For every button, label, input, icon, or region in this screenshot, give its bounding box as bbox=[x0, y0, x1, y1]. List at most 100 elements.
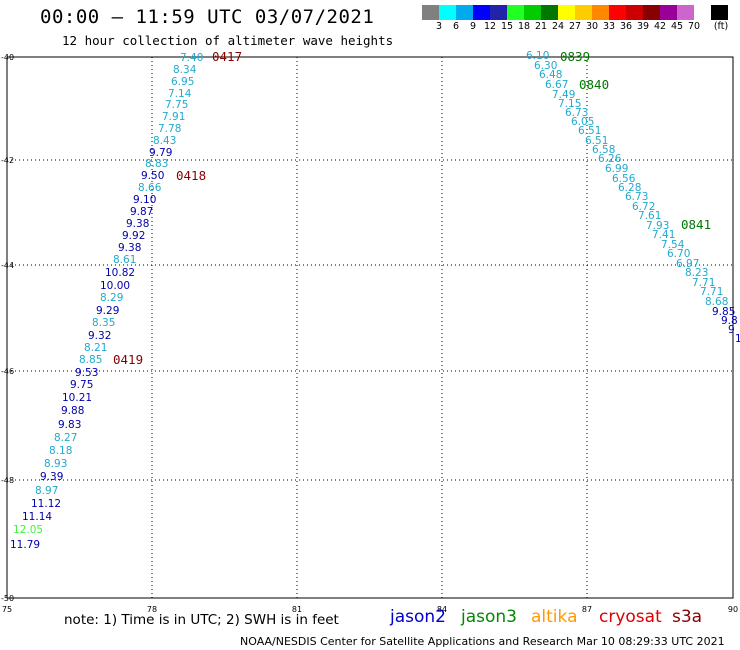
east-track-swh-label: 1 bbox=[735, 333, 740, 345]
west-track-swh-label: 7.14 bbox=[168, 88, 192, 100]
east-track-swh-label: 6.97 bbox=[676, 258, 699, 270]
west-track-swh-label: 6.95 bbox=[171, 76, 194, 88]
lon-tick-label: 87 bbox=[582, 605, 592, 614]
west-track-swh-label: 10.21 bbox=[62, 392, 92, 404]
west-track-swh-label: 9.87 bbox=[130, 206, 153, 218]
east-track-swh-label: 6.51 bbox=[585, 135, 608, 147]
color-scale-tick: 45 bbox=[670, 21, 684, 32]
lon-tick-label: 75 bbox=[2, 605, 12, 614]
lon-tick-label: 84 bbox=[437, 605, 447, 614]
east-track-time-label: 0840 bbox=[579, 77, 609, 92]
color-swatch-5 bbox=[507, 5, 524, 20]
color-scale-tick: 70 bbox=[687, 21, 701, 32]
page-title: 00:00 – 11:59 UTC 03/07/2021 bbox=[40, 6, 375, 28]
west-track-swh-label: 9.10 bbox=[133, 194, 156, 206]
lat-tick-label: -48 bbox=[1, 476, 14, 485]
west-track-swh-label: 7.78 bbox=[158, 123, 181, 135]
east-track-swh-label: 8.68 bbox=[705, 296, 728, 308]
east-track-swh-label: 7.15 bbox=[558, 98, 581, 110]
east-track-time-label: 0839 bbox=[560, 49, 590, 64]
west-track-swh-label: 8.83 bbox=[145, 158, 168, 170]
color-scale-tick: 24 bbox=[551, 21, 565, 32]
color-scale-unit: (ft) bbox=[713, 21, 729, 32]
west-track-swh-label: 9.29 bbox=[96, 305, 119, 317]
color-scale-tick: 33 bbox=[602, 21, 616, 32]
map-frame bbox=[6, 56, 734, 599]
lat-tick-label: -42 bbox=[1, 156, 14, 165]
west-track-time-label: 0417 bbox=[212, 49, 242, 64]
lon-tick-label: 78 bbox=[147, 605, 157, 614]
west-track-swh-label: 11.14 bbox=[22, 511, 52, 523]
east-track-swh-label: 7.54 bbox=[661, 239, 685, 251]
west-track-swh-label: 8.35 bbox=[92, 317, 115, 329]
color-scale-tick: 3 bbox=[435, 21, 443, 32]
east-track-swh-label: 6.58 bbox=[592, 144, 615, 156]
west-track-swh-label: 8.66 bbox=[138, 182, 162, 194]
west-track-swh-label: 9.75 bbox=[70, 379, 93, 391]
west-track-swh-label: 8.34 bbox=[173, 64, 197, 76]
color-swatch-1 bbox=[439, 5, 456, 20]
west-track-swh-label: 8.61 bbox=[113, 254, 136, 266]
color-swatch-12 bbox=[626, 5, 643, 20]
west-track-swh-label: 8.93 bbox=[44, 458, 67, 470]
west-track-swh-label: 8.43 bbox=[153, 135, 176, 147]
west-track-swh-label: 9.79 bbox=[149, 147, 172, 159]
east-track-swh-label: 6.56 bbox=[612, 173, 636, 185]
color-swatch-0 bbox=[422, 5, 439, 20]
west-track-swh-label: 9.38 bbox=[126, 218, 149, 230]
satellite-jason2: jason2 bbox=[390, 607, 446, 627]
east-track-swh-label: 9.85 bbox=[712, 306, 735, 318]
color-swatch-3 bbox=[473, 5, 490, 20]
color-scale-tick: 39 bbox=[636, 21, 650, 32]
west-track-swh-label: 9.39 bbox=[40, 471, 63, 483]
west-track-swh-label: 8.97 bbox=[35, 485, 58, 497]
color-scale-bar bbox=[422, 5, 728, 20]
satellite-cryosat: cryosat bbox=[599, 607, 662, 627]
west-track-swh-label: 9.83 bbox=[58, 419, 81, 431]
east-track-swh-label: 6.30 bbox=[534, 60, 557, 72]
east-track-swh-label: 6.26 bbox=[598, 153, 622, 165]
color-swatch-2 bbox=[456, 5, 473, 20]
color-scale-tick: 21 bbox=[534, 21, 548, 32]
east-track-swh-label: 8.23 bbox=[685, 267, 708, 279]
east-track-swh-label: 7.93 bbox=[646, 220, 669, 232]
color-scale-tick: 18 bbox=[517, 21, 531, 32]
lat-tick-label: -40 bbox=[1, 53, 14, 62]
color-swatch-7 bbox=[541, 5, 558, 20]
west-track-swh-label: 9.38 bbox=[118, 242, 141, 254]
satellite-s3a: s3a bbox=[672, 607, 703, 627]
lon-tick-label: 81 bbox=[292, 605, 302, 614]
east-track-swh-label: 6.73 bbox=[625, 191, 648, 203]
west-track-time-label: 0418 bbox=[176, 168, 206, 183]
east-track-swh-label: 6.72 bbox=[632, 201, 655, 213]
west-track-time-label: 0419 bbox=[113, 352, 143, 367]
west-track-swh-label: 7.40 bbox=[180, 52, 203, 64]
color-scale-tick: 9 bbox=[469, 21, 477, 32]
east-track-swh-label: 7.71 bbox=[700, 286, 723, 298]
footer-credit: NOAA/NESDIS Center for Satellite Applica… bbox=[240, 635, 725, 648]
color-scale-tick: 42 bbox=[653, 21, 667, 32]
color-swatch-4 bbox=[490, 5, 507, 20]
color-scale-tick: 27 bbox=[568, 21, 582, 32]
west-track-swh-label: 8.21 bbox=[84, 342, 107, 354]
west-track-swh-label: 9.53 bbox=[75, 367, 98, 379]
color-swatch-6 bbox=[524, 5, 541, 20]
west-track-swh-label: 9.88 bbox=[61, 405, 84, 417]
color-swatch-10 bbox=[592, 5, 609, 20]
east-track-swh-label: 7.49 bbox=[552, 89, 575, 101]
east-track-swh-label: 7.61 bbox=[638, 210, 661, 222]
page-subtitle: 12 hour collection of altimeter wave hei… bbox=[62, 33, 394, 48]
west-track-swh-label: 9.32 bbox=[88, 330, 111, 342]
color-swatch-9 bbox=[575, 5, 592, 20]
east-track-time-label: 0841 bbox=[681, 217, 711, 232]
color-scale-tick: 6 bbox=[452, 21, 460, 32]
east-track-swh-label: 6.99 bbox=[605, 163, 628, 175]
color-scale-tick: 12 bbox=[483, 21, 497, 32]
color-swatch-11 bbox=[609, 5, 626, 20]
west-track-swh-label: 11.12 bbox=[31, 498, 61, 510]
east-track-swh-label: 6.28 bbox=[618, 182, 641, 194]
color-swatch-15 bbox=[677, 5, 694, 20]
color-swatch-17 bbox=[711, 5, 728, 20]
